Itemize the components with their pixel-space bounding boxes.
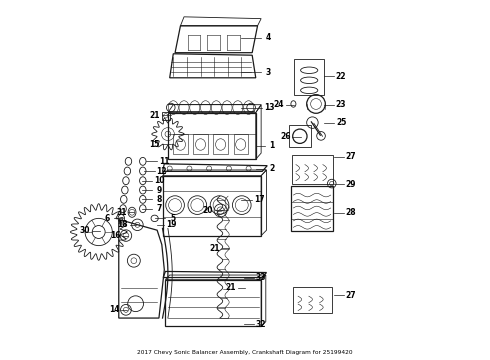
Bar (294, 287, 332, 314)
Text: 32: 32 (255, 320, 266, 329)
Text: 29: 29 (345, 180, 356, 189)
Text: 13: 13 (264, 103, 274, 112)
Text: 4: 4 (266, 33, 271, 42)
Bar (292, 155, 333, 184)
Text: 18: 18 (117, 220, 128, 229)
Text: 17: 17 (254, 195, 265, 204)
Text: 21: 21 (209, 244, 220, 253)
Text: 27: 27 (345, 152, 356, 161)
Bar (289, 126, 311, 147)
Text: 9: 9 (156, 185, 162, 194)
Text: 14: 14 (109, 305, 120, 314)
Text: 3: 3 (266, 68, 271, 77)
Text: 7: 7 (156, 204, 162, 213)
Bar (173, 134, 188, 154)
Bar (234, 134, 248, 154)
Text: 5: 5 (170, 214, 175, 223)
Text: 10: 10 (154, 176, 164, 185)
Text: 12: 12 (156, 167, 167, 176)
Text: 21: 21 (225, 283, 236, 292)
Text: 6: 6 (104, 214, 110, 223)
Text: 2017 Chevy Sonic Balancer Assembly, Crankshaft Diagram for 25199420: 2017 Chevy Sonic Balancer Assembly, Cran… (137, 350, 353, 355)
Text: 15: 15 (149, 140, 160, 149)
Text: 11: 11 (159, 157, 170, 166)
Bar (162, 112, 170, 120)
Text: 28: 28 (345, 208, 356, 217)
Text: 8: 8 (156, 195, 162, 204)
Text: 20: 20 (202, 206, 213, 215)
Text: 19: 19 (166, 220, 177, 229)
Text: 2: 2 (270, 164, 274, 173)
Bar (291, 186, 333, 231)
Bar (294, 59, 324, 95)
Text: 23: 23 (336, 100, 346, 109)
Text: 1: 1 (270, 141, 274, 150)
Text: 21: 21 (149, 111, 160, 120)
Text: 26: 26 (280, 132, 291, 141)
Text: 27: 27 (345, 291, 356, 300)
Text: 22: 22 (336, 72, 346, 81)
Text: 24: 24 (274, 100, 284, 109)
Text: 16: 16 (110, 231, 121, 240)
Text: 33: 33 (255, 273, 266, 282)
Bar (194, 134, 208, 154)
Bar (214, 134, 228, 154)
Text: 30: 30 (79, 226, 90, 235)
Text: 31: 31 (116, 208, 126, 217)
Text: 25: 25 (336, 118, 346, 127)
